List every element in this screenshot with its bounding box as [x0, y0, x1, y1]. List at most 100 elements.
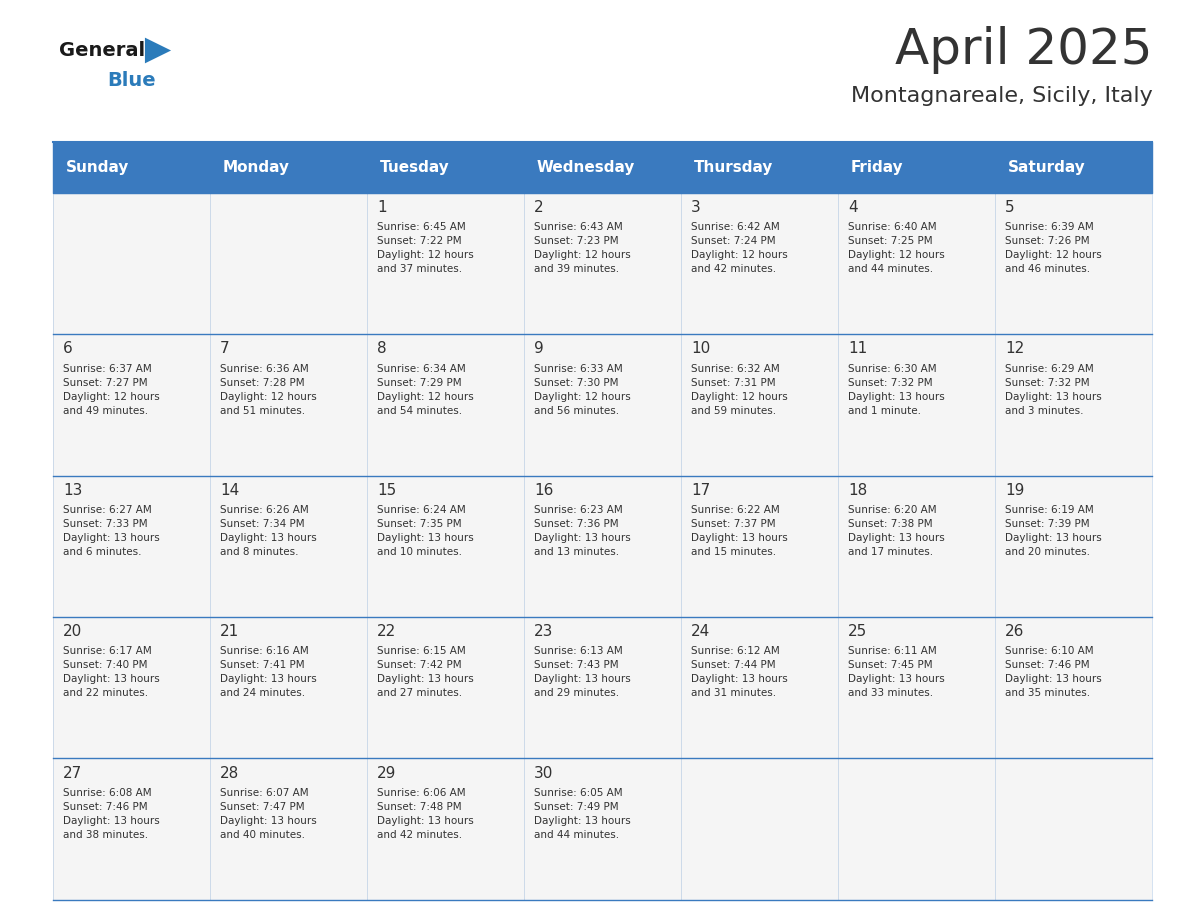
FancyBboxPatch shape: [682, 758, 839, 900]
Text: 10: 10: [691, 341, 710, 356]
FancyBboxPatch shape: [996, 334, 1152, 476]
FancyBboxPatch shape: [53, 193, 210, 334]
Text: 13: 13: [63, 483, 82, 498]
Text: 24: 24: [691, 624, 710, 639]
Text: Monday: Monday: [223, 160, 290, 175]
Text: 15: 15: [377, 483, 396, 498]
Text: Sunrise: 6:33 AM
Sunset: 7:30 PM
Daylight: 12 hours
and 56 minutes.: Sunrise: 6:33 AM Sunset: 7:30 PM Dayligh…: [533, 364, 631, 416]
FancyBboxPatch shape: [524, 476, 682, 617]
Text: 5: 5: [1005, 200, 1015, 215]
Text: Sunrise: 6:45 AM
Sunset: 7:22 PM
Daylight: 12 hours
and 37 minutes.: Sunrise: 6:45 AM Sunset: 7:22 PM Dayligh…: [377, 222, 474, 274]
FancyBboxPatch shape: [839, 617, 996, 758]
FancyBboxPatch shape: [682, 476, 839, 617]
Text: Sunrise: 6:16 AM
Sunset: 7:41 PM
Daylight: 13 hours
and 24 minutes.: Sunrise: 6:16 AM Sunset: 7:41 PM Dayligh…: [220, 646, 317, 699]
FancyBboxPatch shape: [682, 142, 839, 193]
FancyBboxPatch shape: [53, 617, 210, 758]
Text: 11: 11: [848, 341, 867, 356]
Text: 26: 26: [1005, 624, 1024, 639]
FancyBboxPatch shape: [996, 476, 1152, 617]
Text: 21: 21: [220, 624, 239, 639]
FancyBboxPatch shape: [524, 193, 682, 334]
FancyBboxPatch shape: [996, 142, 1152, 193]
Text: Sunrise: 6:06 AM
Sunset: 7:48 PM
Daylight: 13 hours
and 42 minutes.: Sunrise: 6:06 AM Sunset: 7:48 PM Dayligh…: [377, 788, 474, 840]
Text: Sunday: Sunday: [67, 160, 129, 175]
Text: 28: 28: [220, 766, 239, 780]
Text: Sunrise: 6:05 AM
Sunset: 7:49 PM
Daylight: 13 hours
and 44 minutes.: Sunrise: 6:05 AM Sunset: 7:49 PM Dayligh…: [533, 788, 631, 840]
Polygon shape: [145, 38, 171, 63]
Text: 14: 14: [220, 483, 239, 498]
Text: Sunrise: 6:29 AM
Sunset: 7:32 PM
Daylight: 13 hours
and 3 minutes.: Sunrise: 6:29 AM Sunset: 7:32 PM Dayligh…: [1005, 364, 1101, 416]
Text: 1: 1: [377, 200, 386, 215]
Text: 29: 29: [377, 766, 397, 780]
Text: Sunrise: 6:08 AM
Sunset: 7:46 PM
Daylight: 13 hours
and 38 minutes.: Sunrise: 6:08 AM Sunset: 7:46 PM Dayligh…: [63, 788, 159, 840]
FancyBboxPatch shape: [367, 476, 524, 617]
FancyBboxPatch shape: [367, 758, 524, 900]
Text: Sunrise: 6:34 AM
Sunset: 7:29 PM
Daylight: 12 hours
and 54 minutes.: Sunrise: 6:34 AM Sunset: 7:29 PM Dayligh…: [377, 364, 474, 416]
FancyBboxPatch shape: [682, 334, 839, 476]
Text: Sunrise: 6:12 AM
Sunset: 7:44 PM
Daylight: 13 hours
and 31 minutes.: Sunrise: 6:12 AM Sunset: 7:44 PM Dayligh…: [691, 646, 788, 699]
Text: Sunrise: 6:26 AM
Sunset: 7:34 PM
Daylight: 13 hours
and 8 minutes.: Sunrise: 6:26 AM Sunset: 7:34 PM Dayligh…: [220, 505, 317, 557]
FancyBboxPatch shape: [210, 617, 367, 758]
FancyBboxPatch shape: [839, 193, 996, 334]
Text: Sunrise: 6:30 AM
Sunset: 7:32 PM
Daylight: 13 hours
and 1 minute.: Sunrise: 6:30 AM Sunset: 7:32 PM Dayligh…: [848, 364, 944, 416]
Text: 4: 4: [848, 200, 858, 215]
FancyBboxPatch shape: [839, 476, 996, 617]
FancyBboxPatch shape: [53, 334, 210, 476]
Text: Sunrise: 6:39 AM
Sunset: 7:26 PM
Daylight: 12 hours
and 46 minutes.: Sunrise: 6:39 AM Sunset: 7:26 PM Dayligh…: [1005, 222, 1101, 274]
Text: 27: 27: [63, 766, 82, 780]
FancyBboxPatch shape: [524, 334, 682, 476]
Text: Thursday: Thursday: [694, 160, 773, 175]
Text: Friday: Friday: [851, 160, 904, 175]
Text: Sunrise: 6:22 AM
Sunset: 7:37 PM
Daylight: 13 hours
and 15 minutes.: Sunrise: 6:22 AM Sunset: 7:37 PM Dayligh…: [691, 505, 788, 557]
Text: 12: 12: [1005, 341, 1024, 356]
Text: Sunrise: 6:36 AM
Sunset: 7:28 PM
Daylight: 12 hours
and 51 minutes.: Sunrise: 6:36 AM Sunset: 7:28 PM Dayligh…: [220, 364, 317, 416]
FancyBboxPatch shape: [210, 758, 367, 900]
FancyBboxPatch shape: [996, 617, 1152, 758]
FancyBboxPatch shape: [210, 476, 367, 617]
FancyBboxPatch shape: [367, 334, 524, 476]
Text: Sunrise: 6:27 AM
Sunset: 7:33 PM
Daylight: 13 hours
and 6 minutes.: Sunrise: 6:27 AM Sunset: 7:33 PM Dayligh…: [63, 505, 159, 557]
FancyBboxPatch shape: [996, 758, 1152, 900]
Text: Sunrise: 6:40 AM
Sunset: 7:25 PM
Daylight: 12 hours
and 44 minutes.: Sunrise: 6:40 AM Sunset: 7:25 PM Dayligh…: [848, 222, 944, 274]
FancyBboxPatch shape: [682, 617, 839, 758]
Text: 30: 30: [533, 766, 554, 780]
Text: Sunrise: 6:17 AM
Sunset: 7:40 PM
Daylight: 13 hours
and 22 minutes.: Sunrise: 6:17 AM Sunset: 7:40 PM Dayligh…: [63, 646, 159, 699]
Text: Sunrise: 6:43 AM
Sunset: 7:23 PM
Daylight: 12 hours
and 39 minutes.: Sunrise: 6:43 AM Sunset: 7:23 PM Dayligh…: [533, 222, 631, 274]
Text: Sunrise: 6:15 AM
Sunset: 7:42 PM
Daylight: 13 hours
and 27 minutes.: Sunrise: 6:15 AM Sunset: 7:42 PM Dayligh…: [377, 646, 474, 699]
Text: Wednesday: Wednesday: [537, 160, 636, 175]
FancyBboxPatch shape: [839, 334, 996, 476]
Text: 20: 20: [63, 624, 82, 639]
Text: Sunrise: 6:32 AM
Sunset: 7:31 PM
Daylight: 12 hours
and 59 minutes.: Sunrise: 6:32 AM Sunset: 7:31 PM Dayligh…: [691, 364, 788, 416]
Text: Saturday: Saturday: [1007, 160, 1086, 175]
FancyBboxPatch shape: [53, 476, 210, 617]
Text: Sunrise: 6:20 AM
Sunset: 7:38 PM
Daylight: 13 hours
and 17 minutes.: Sunrise: 6:20 AM Sunset: 7:38 PM Dayligh…: [848, 505, 944, 557]
FancyBboxPatch shape: [524, 758, 682, 900]
FancyBboxPatch shape: [53, 142, 210, 193]
Text: 19: 19: [1005, 483, 1024, 498]
Text: 8: 8: [377, 341, 386, 356]
Text: April 2025: April 2025: [895, 27, 1152, 74]
Text: Montagnareale, Sicily, Italy: Montagnareale, Sicily, Italy: [851, 86, 1152, 106]
Text: 23: 23: [533, 624, 554, 639]
Text: 16: 16: [533, 483, 554, 498]
Text: 9: 9: [533, 341, 544, 356]
Text: Sunrise: 6:42 AM
Sunset: 7:24 PM
Daylight: 12 hours
and 42 minutes.: Sunrise: 6:42 AM Sunset: 7:24 PM Dayligh…: [691, 222, 788, 274]
Text: General: General: [59, 41, 145, 60]
FancyBboxPatch shape: [839, 758, 996, 900]
Text: Tuesday: Tuesday: [380, 160, 450, 175]
Text: Sunrise: 6:23 AM
Sunset: 7:36 PM
Daylight: 13 hours
and 13 minutes.: Sunrise: 6:23 AM Sunset: 7:36 PM Dayligh…: [533, 505, 631, 557]
Text: 18: 18: [848, 483, 867, 498]
FancyBboxPatch shape: [524, 142, 682, 193]
FancyBboxPatch shape: [839, 142, 996, 193]
Text: 25: 25: [848, 624, 867, 639]
Text: Sunrise: 6:37 AM
Sunset: 7:27 PM
Daylight: 12 hours
and 49 minutes.: Sunrise: 6:37 AM Sunset: 7:27 PM Dayligh…: [63, 364, 159, 416]
Text: 6: 6: [63, 341, 72, 356]
FancyBboxPatch shape: [367, 617, 524, 758]
FancyBboxPatch shape: [996, 193, 1152, 334]
Text: Blue: Blue: [107, 72, 156, 90]
Text: Sunrise: 6:13 AM
Sunset: 7:43 PM
Daylight: 13 hours
and 29 minutes.: Sunrise: 6:13 AM Sunset: 7:43 PM Dayligh…: [533, 646, 631, 699]
FancyBboxPatch shape: [210, 334, 367, 476]
FancyBboxPatch shape: [53, 758, 210, 900]
FancyBboxPatch shape: [210, 142, 367, 193]
FancyBboxPatch shape: [210, 193, 367, 334]
